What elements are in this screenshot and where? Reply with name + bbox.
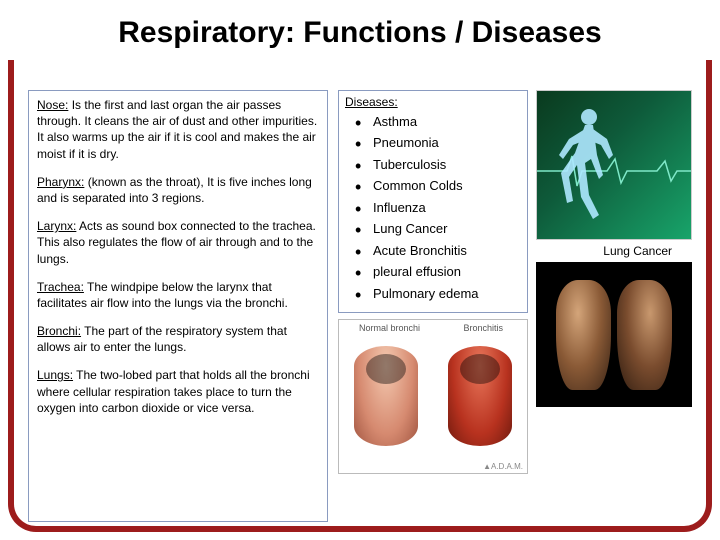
bronchi-label-bronchitis: Bronchitis	[463, 323, 503, 333]
image-credit: ▲A.D.A.M.	[483, 462, 523, 471]
bronchi-normal-icon	[354, 346, 418, 446]
diseases-list: Asthma Pneumonia Tuberculosis Common Col…	[345, 111, 521, 304]
term-larynx: Larynx:	[37, 219, 76, 233]
diseases-box: Diseases: Asthma Pneumonia Tuberculosis …	[338, 90, 528, 313]
function-trachea: Trachea: The windpipe below the larynx t…	[37, 279, 319, 311]
disease-item: Common Colds	[353, 175, 521, 196]
function-pharynx: Pharynx: (known as the throat), It is fi…	[37, 174, 319, 206]
disease-item: Influenza	[353, 197, 521, 218]
disease-item: Pulmonary edema	[353, 283, 521, 304]
diseases-block: Diseases: Asthma Pneumonia Tuberculosis …	[338, 90, 528, 522]
diseases-heading: Diseases:	[345, 95, 521, 109]
right-stack: Lung Cancer	[536, 90, 692, 522]
functions-column: Nose: Is the first and last organ the ai…	[28, 90, 328, 522]
slide-frame: Respiratory: Functions / Diseases Nose: …	[0, 0, 720, 540]
text-nose: Is the first and last organ the air pass…	[37, 98, 317, 161]
disease-item: Asthma	[353, 111, 521, 132]
disease-item: Acute Bronchitis	[353, 240, 521, 261]
bronchi-inflamed-icon	[448, 346, 512, 446]
function-bronchi: Bronchi: The part of the respiratory sys…	[37, 323, 319, 355]
title-container: Respiratory: Functions / Diseases	[0, 2, 720, 60]
content-area: Nose: Is the first and last organ the ai…	[28, 90, 692, 522]
bronchi-image: Normal bronchi Bronchitis ▲A.D.A.M.	[338, 319, 528, 474]
bronchi-label-normal: Normal bronchi	[359, 323, 420, 333]
page-title: Respiratory: Functions / Diseases	[0, 16, 720, 50]
term-lungs: Lungs:	[37, 368, 73, 382]
runner-icon	[555, 105, 615, 225]
term-nose: Nose:	[37, 98, 68, 112]
disease-item: Lung Cancer	[353, 218, 521, 239]
function-lungs: Lungs: The two-lobed part that holds all…	[37, 367, 319, 416]
disease-item: pleural effusion	[353, 261, 521, 282]
disease-item: Pneumonia	[353, 132, 521, 153]
lung-right-icon	[617, 280, 672, 390]
term-trachea: Trachea:	[37, 280, 84, 294]
term-bronchi: Bronchi:	[37, 324, 81, 338]
disease-item: Tuberculosis	[353, 154, 521, 175]
lung-cancer-image	[536, 262, 692, 407]
function-nose: Nose: Is the first and last organ the ai…	[37, 97, 319, 162]
text-larynx: Acts as sound box connected to the trach…	[37, 219, 316, 265]
text-lungs: The two-lobed part that holds all the br…	[37, 368, 310, 414]
lung-cancer-label: Lung Cancer	[536, 244, 692, 258]
right-column: Diseases: Asthma Pneumonia Tuberculosis …	[338, 90, 692, 522]
term-pharynx: Pharynx:	[37, 175, 84, 189]
lung-left-icon	[556, 280, 611, 390]
function-larynx: Larynx: Acts as sound box connected to t…	[37, 218, 319, 267]
runner-image	[536, 90, 692, 240]
